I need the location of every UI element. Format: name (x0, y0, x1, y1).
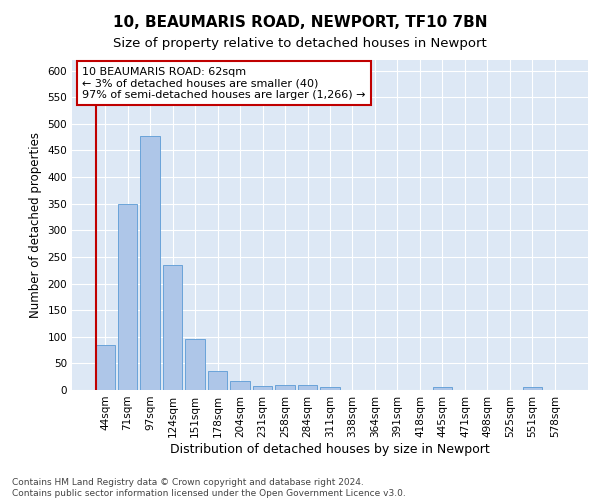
Text: Contains HM Land Registry data © Crown copyright and database right 2024.
Contai: Contains HM Land Registry data © Crown c… (12, 478, 406, 498)
Bar (140, 136, 160, 390)
X-axis label: Distribution of detached houses by size in Newport: Distribution of detached houses by size … (170, 442, 490, 456)
Bar (230, 381, 250, 390)
Bar (118, 204, 137, 390)
Text: 10 BEAUMARIS ROAD: 62sqm
← 3% of detached houses are smaller (40)
97% of semi-de: 10 BEAUMARIS ROAD: 62sqm ← 3% of detache… (82, 66, 366, 100)
Bar (298, 385, 317, 390)
Bar (253, 386, 272, 390)
Bar (185, 340, 205, 390)
Text: 10, BEAUMARIS ROAD, NEWPORT, TF10 7BN: 10, BEAUMARIS ROAD, NEWPORT, TF10 7BN (113, 15, 487, 30)
Bar (275, 385, 295, 390)
Bar (320, 388, 340, 390)
Bar (523, 387, 542, 390)
Bar (433, 387, 452, 390)
Text: Size of property relative to detached houses in Newport: Size of property relative to detached ho… (113, 38, 487, 51)
Bar (95, 346, 115, 390)
Bar (208, 371, 227, 390)
Bar (163, 265, 182, 390)
Y-axis label: Number of detached properties: Number of detached properties (29, 132, 42, 318)
